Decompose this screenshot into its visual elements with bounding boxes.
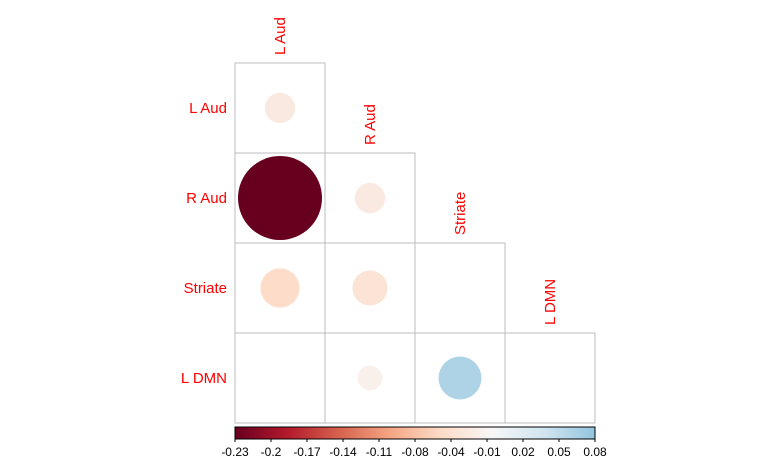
- correlation-circle: [357, 365, 383, 391]
- row-label: Striate: [184, 280, 227, 297]
- correlation-circle: [354, 182, 386, 214]
- color-bar-tick-label: -0.08: [401, 445, 429, 459]
- color-bar-tick-label: -0.04: [437, 445, 465, 459]
- color-bar-tick-label: 0.02: [511, 445, 535, 459]
- correlation-circle: [438, 356, 482, 400]
- color-bar-tick-label: -0.01: [473, 445, 501, 459]
- correlation-circle: [352, 270, 388, 306]
- color-legend: -0.23 -0.2 -0.17 -0.14 -0.11 -0.08 -0.04 -0.01 0…: [221, 426, 607, 459]
- cell-r-aud-r-aud: [324, 152, 416, 244]
- color-bar-tick-label: -0.23: [221, 445, 249, 459]
- column-label: L Aud: [272, 17, 289, 55]
- row-label: L DMN: [181, 370, 227, 387]
- color-bar-tick-label: -0.11: [366, 445, 393, 459]
- color-bar: [234, 426, 596, 440]
- color-bar-tick-label: 0.08: [583, 445, 607, 459]
- cell-border: [414, 242, 506, 334]
- cell-striate-striate: [414, 242, 506, 334]
- cell-l-dmn-l-aud: [234, 332, 326, 424]
- cell-l-dmn-r-aud: [324, 332, 416, 424]
- correlation-circle: [264, 92, 296, 124]
- color-bar-tick-label: 0.05: [547, 445, 571, 459]
- cell-striate-l-aud: [234, 242, 326, 334]
- row-label: R Aud: [186, 190, 227, 207]
- correlation-circle: [238, 156, 322, 240]
- cell-l-dmn-l-dmn: [504, 332, 596, 424]
- cell-striate-r-aud: [324, 242, 416, 334]
- column-label: R Aud: [362, 104, 379, 145]
- color-bar-tick-label: -0.14: [329, 445, 357, 459]
- column-label: Striate: [452, 192, 469, 235]
- cell-r-aud-l-aud: [234, 152, 326, 244]
- cell-l-dmn-striate: [414, 332, 506, 424]
- row-label: L Aud: [189, 100, 227, 117]
- cell-l-aud-l-aud: [234, 62, 326, 154]
- color-bar-tick-label: -0.17: [293, 445, 321, 459]
- cell-border: [234, 332, 326, 424]
- column-label: L DMN: [542, 279, 559, 325]
- cell-border: [504, 332, 596, 424]
- correlation-circle: [260, 268, 300, 308]
- color-bar-tick-label: -0.2: [261, 445, 282, 459]
